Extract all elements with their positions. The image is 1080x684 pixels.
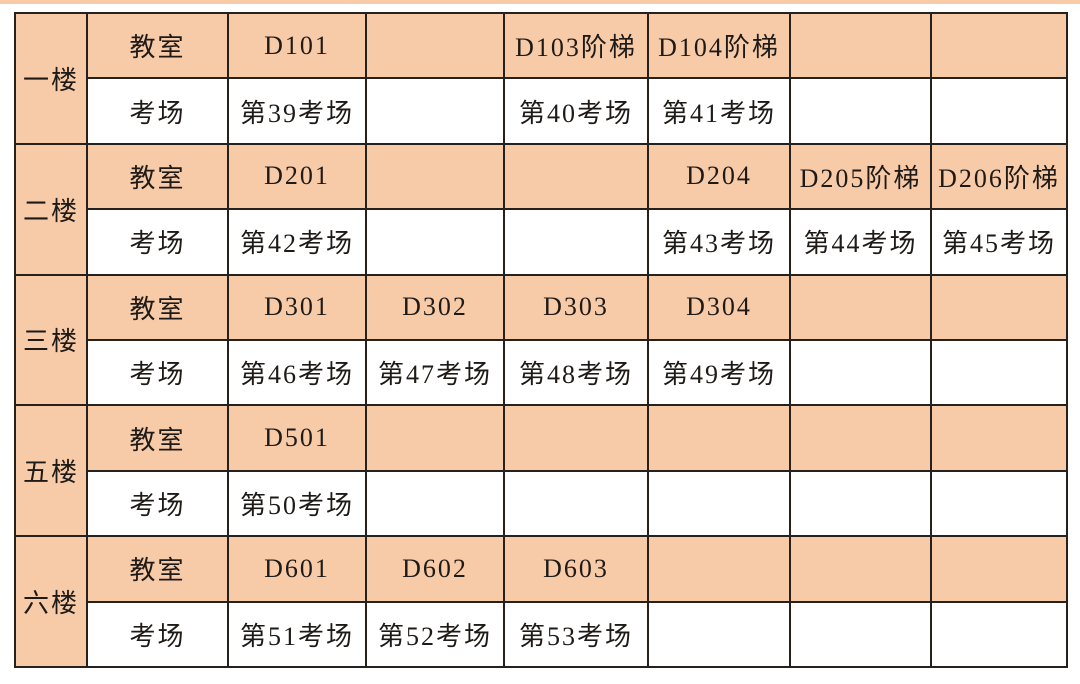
classroom-cell: D201: [227, 142, 367, 211]
classroom-cell: [789, 535, 932, 603]
classroom-cell: [930, 11, 1068, 80]
classroom-cell: [365, 404, 505, 472]
examroom-cell: 第46考场: [227, 338, 367, 407]
examroom-cell: [930, 338, 1068, 407]
row-header-examroom: 考场: [86, 338, 229, 407]
row-header-examroom: 考场: [86, 208, 229, 276]
classroom-cell: D104阶梯: [647, 11, 791, 80]
examroom-cell: [365, 208, 505, 276]
examroom-row: 考场 第42考场 第43考场 第44考场 第45考场: [15, 208, 1068, 276]
classroom-cell: [789, 404, 932, 472]
examroom-cell: 第48考场: [503, 338, 649, 407]
classroom-cell: D204: [647, 142, 791, 211]
examroom-row: 考场 第39考场 第40考场 第41考场: [15, 77, 1068, 145]
floor-label: 二楼: [14, 142, 88, 276]
classroom-row: 一楼 教室 D101 D103阶梯 D104阶梯: [14, 11, 1068, 145]
examroom-cell: [789, 469, 932, 538]
row-header-examroom: 考场: [86, 469, 229, 538]
classroom-cell: [789, 273, 932, 341]
examroom-cell: 第43考场: [647, 208, 791, 276]
floor-label: 五楼: [14, 404, 88, 538]
row-header-classroom: 教室: [86, 142, 229, 211]
classroom-cell: [503, 404, 649, 472]
examroom-cell: 第53考场: [503, 600, 649, 669]
examroom-cell: 第39考场: [227, 77, 367, 145]
examroom-row: 考场 第51考场 第52考场 第53考场: [15, 600, 1068, 669]
examroom-row: 考场 第50考场: [15, 469, 1068, 538]
examroom-cell: 第51考场: [227, 600, 367, 669]
examroom-cell: 第50考场: [227, 469, 367, 538]
classroom-cell: [789, 11, 932, 80]
row-header-examroom: 考场: [86, 600, 229, 669]
examroom-cell: 第41考场: [647, 77, 791, 145]
classroom-cell: D303: [503, 273, 649, 341]
classroom-row: 六楼 教室 D601 D602 D603: [14, 535, 1068, 668]
classroom-cell: D205阶梯: [789, 142, 932, 211]
classroom-cell: D302: [365, 273, 505, 341]
examroom-cell: [789, 600, 932, 669]
row-header-classroom: 教室: [86, 404, 229, 472]
classroom-cell: D304: [647, 273, 791, 341]
classroom-cell: [647, 535, 791, 603]
classroom-cell: [930, 273, 1068, 341]
classroom-cell: [365, 142, 505, 211]
examroom-cell: 第45考场: [930, 208, 1068, 276]
exam-room-table: 一楼 教室 D101 D103阶梯 D104阶梯 考场 第39考场 第40考场 …: [14, 11, 1068, 669]
examroom-cell: [789, 77, 932, 145]
classroom-cell: D602: [365, 535, 505, 603]
examroom-cell: [503, 208, 649, 276]
classroom-cell: D103阶梯: [503, 11, 649, 80]
examroom-cell: [647, 600, 791, 669]
classroom-cell: D206阶梯: [930, 142, 1068, 211]
classroom-cell: [930, 404, 1068, 472]
examroom-cell: [930, 77, 1068, 145]
examroom-cell: [503, 469, 649, 538]
examroom-cell: [647, 469, 791, 538]
classroom-row: 五楼 教室 D501: [14, 404, 1068, 538]
row-header-classroom: 教室: [86, 273, 229, 341]
row-header-classroom: 教室: [86, 11, 229, 80]
examroom-cell: 第49考场: [647, 338, 791, 407]
examroom-cell: [930, 600, 1068, 669]
examroom-cell: 第47考场: [365, 338, 505, 407]
floor-label: 一楼: [14, 12, 88, 145]
examroom-cell: 第42考场: [227, 208, 367, 276]
classroom-cell: D101: [227, 11, 367, 80]
floor-label: 六楼: [14, 535, 88, 668]
row-header-classroom: 教室: [86, 535, 229, 603]
classroom-cell: [503, 142, 649, 211]
row-header-examroom: 考场: [86, 77, 229, 145]
floor-label: 三楼: [14, 273, 88, 407]
examroom-cell: 第44考场: [789, 208, 932, 276]
classroom-cell: [930, 535, 1068, 603]
examroom-row: 考场 第46考场 第47考场 第48考场 第49考场: [15, 338, 1068, 407]
classroom-cell: D301: [227, 273, 367, 341]
examroom-cell: [365, 77, 505, 145]
top-edge-strip: [0, 0, 1080, 4]
classroom-cell: [365, 11, 505, 80]
examroom-cell: [365, 469, 505, 538]
classroom-cell: D501: [227, 404, 367, 472]
examroom-cell: 第52考场: [365, 600, 505, 669]
examroom-cell: [930, 469, 1068, 538]
classroom-cell: [647, 404, 791, 472]
classroom-cell: D601: [227, 535, 367, 603]
classroom-row: 二楼 教室 D201 D204 D205阶梯 D206阶梯: [14, 142, 1068, 276]
classroom-row: 三楼 教室 D301 D302 D303 D304: [14, 273, 1068, 407]
classroom-cell: D603: [503, 535, 649, 603]
examroom-cell: 第40考场: [503, 77, 649, 145]
examroom-cell: [789, 338, 932, 407]
